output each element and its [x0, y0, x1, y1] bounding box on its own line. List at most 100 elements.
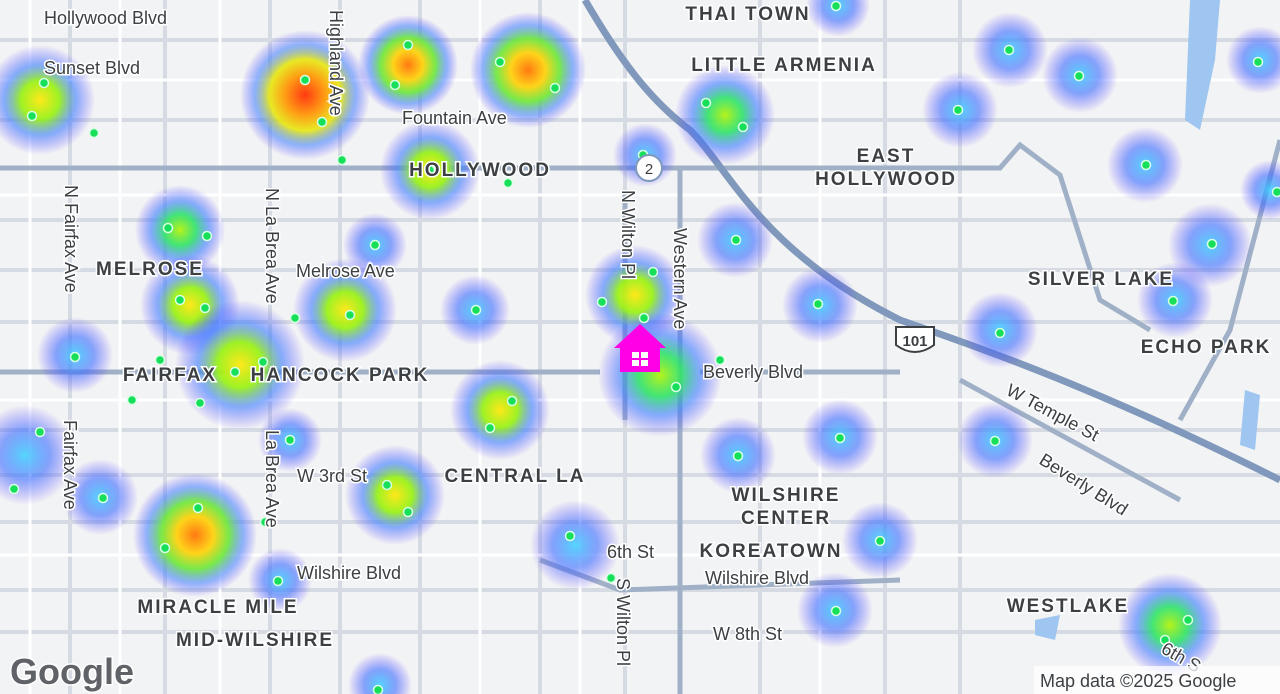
heat-point	[381, 479, 393, 491]
heat-blob	[348, 653, 412, 694]
heat-point	[424, 164, 436, 176]
heat-point	[502, 177, 514, 189]
heat-point	[199, 302, 211, 314]
heat-point	[299, 74, 311, 86]
shield	[635, 154, 663, 182]
street-label: Fairfax Ave	[60, 420, 80, 510]
street-label: N Fairfax Ave	[61, 185, 81, 293]
heat-blob	[133, 473, 257, 597]
street-label: Beverly Blvd	[703, 362, 803, 382]
heat-point	[257, 356, 269, 368]
shield-number: 101	[902, 333, 927, 350]
heat-blob	[240, 30, 370, 160]
route-2-shield: 2	[635, 154, 663, 182]
neighborhood-label: FAIRFAX	[123, 365, 217, 386]
heat-point	[506, 395, 518, 407]
street-label: W 8th St	[713, 624, 782, 644]
neighborhood-label: WESTLAKE	[1007, 596, 1130, 617]
street-label: Highland Ave	[326, 10, 346, 116]
heat-point	[737, 121, 749, 133]
google-logo: Google	[10, 651, 134, 692]
neighborhood-label: MIRACLE MILE	[137, 597, 298, 618]
street-label: Beverly Blvd	[1036, 449, 1131, 519]
street-label: Fountain Ave	[402, 108, 507, 128]
heat-point	[97, 492, 109, 504]
attribution[interactable]: Map data ©2025 Google	[1040, 671, 1236, 691]
heat-blob	[675, 65, 775, 165]
heat-point	[259, 516, 271, 528]
heat-point	[344, 309, 356, 321]
heat-point	[284, 434, 296, 446]
heat-point	[834, 432, 846, 444]
home-marker[interactable]	[614, 324, 666, 372]
home-icon[interactable]	[614, 324, 666, 372]
heat-point	[989, 435, 1001, 447]
heat-point	[494, 56, 506, 68]
neighborhood-label: HANCOCK PARK	[251, 365, 430, 386]
heat-point	[272, 575, 284, 587]
heat-point	[874, 535, 886, 547]
heat-point	[830, 0, 842, 12]
heat-point	[830, 605, 842, 617]
neighborhood-label: WILSHIRE	[732, 485, 841, 506]
heat-point	[162, 222, 174, 234]
heat-point	[952, 104, 964, 116]
neighborhood-label: KOREATOWN	[700, 541, 843, 562]
heat-blob	[530, 500, 620, 590]
neighborhood-label: SILVER LAKE	[1028, 269, 1174, 290]
heat-point	[470, 304, 482, 316]
heat-blob	[470, 12, 586, 128]
heat-blob	[135, 185, 225, 275]
heat-blob	[0, 405, 75, 505]
heat-point	[1271, 186, 1280, 198]
heat-blob	[345, 445, 445, 545]
attribution-background	[1034, 666, 1280, 694]
street-label: Wilshire Blvd	[297, 563, 401, 583]
heat-point	[126, 394, 138, 406]
heat-point	[154, 354, 166, 366]
heat-point	[1140, 159, 1152, 171]
heat-blob	[0, 45, 95, 155]
heat-blob	[1118, 573, 1222, 677]
heat-point	[1159, 634, 1171, 646]
heat-blob	[806, 0, 870, 37]
heat-point	[700, 97, 712, 109]
heat-point	[1206, 238, 1218, 250]
heat-point	[564, 530, 576, 542]
street-label: Sunset Blvd	[44, 58, 140, 78]
heat-point	[38, 77, 50, 89]
heat-point	[730, 234, 742, 246]
street-label: S Wilton Pl	[613, 578, 633, 666]
heat-point	[994, 327, 1006, 339]
neighborhood-label: HOLLYWOOD	[409, 160, 551, 181]
route-101-shield: 101	[895, 326, 935, 353]
heat-blob	[450, 360, 550, 460]
heat-point	[1252, 56, 1264, 68]
heat-blob	[293, 258, 397, 362]
heat-point	[229, 366, 241, 378]
heat-point	[316, 116, 328, 128]
street-label: Hollywood Blvd	[44, 8, 167, 28]
heat-point	[402, 506, 414, 518]
neighborhood-label: MELROSE	[96, 259, 204, 280]
street-label: La Brea Ave	[262, 430, 282, 528]
street-label: Wilshire Blvd	[705, 568, 809, 588]
heat-point	[34, 426, 46, 438]
heat-point	[26, 110, 38, 122]
heat-point	[174, 294, 186, 306]
neighborhood-label: EAST	[857, 146, 916, 167]
street-label: Melrose Ave	[296, 261, 395, 281]
heat-point	[732, 450, 744, 462]
neighborhood-label: CENTER	[741, 508, 831, 529]
neighborhood-label: CENTRAL LA	[444, 466, 585, 487]
heat-point	[1167, 295, 1179, 307]
heat-blob	[175, 300, 305, 430]
neighborhood-label: THAI TOWN	[685, 4, 810, 25]
heat-blob	[358, 15, 458, 115]
home-window-frame	[632, 352, 648, 366]
street-label: N Wilton Pl	[618, 190, 638, 279]
heat-point	[1182, 614, 1194, 626]
heat-blob	[1240, 160, 1280, 220]
